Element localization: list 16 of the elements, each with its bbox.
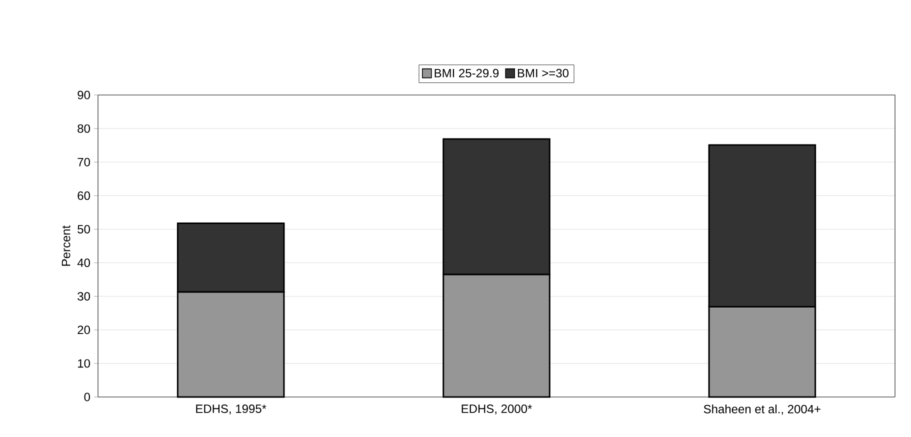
y-tick-label: 30 bbox=[78, 292, 90, 301]
legend-label: BMI 25-29.9 bbox=[434, 68, 499, 78]
legend-label: BMI >=30 bbox=[518, 68, 569, 78]
y-tick-label: 0 bbox=[84, 392, 90, 402]
y-axis-title: Percent bbox=[62, 225, 70, 266]
x-tick-label: Shaheen et al., 2004+ bbox=[704, 404, 820, 415]
y-tick-label: 80 bbox=[78, 124, 90, 133]
y-tick-label: 60 bbox=[78, 191, 90, 200]
x-tick-label: EDHS, 1995* bbox=[196, 404, 266, 414]
y-tick-label: 20 bbox=[78, 326, 90, 334]
x-tick-label: EDHS, 2000* bbox=[462, 404, 532, 414]
y-tick-label: 10 bbox=[78, 359, 90, 368]
y-tick-label: 50 bbox=[78, 224, 90, 234]
y-tick-label: 90 bbox=[78, 90, 90, 100]
y-tick-label: 40 bbox=[77, 258, 90, 268]
y-tick-label: 70 bbox=[78, 158, 90, 166]
